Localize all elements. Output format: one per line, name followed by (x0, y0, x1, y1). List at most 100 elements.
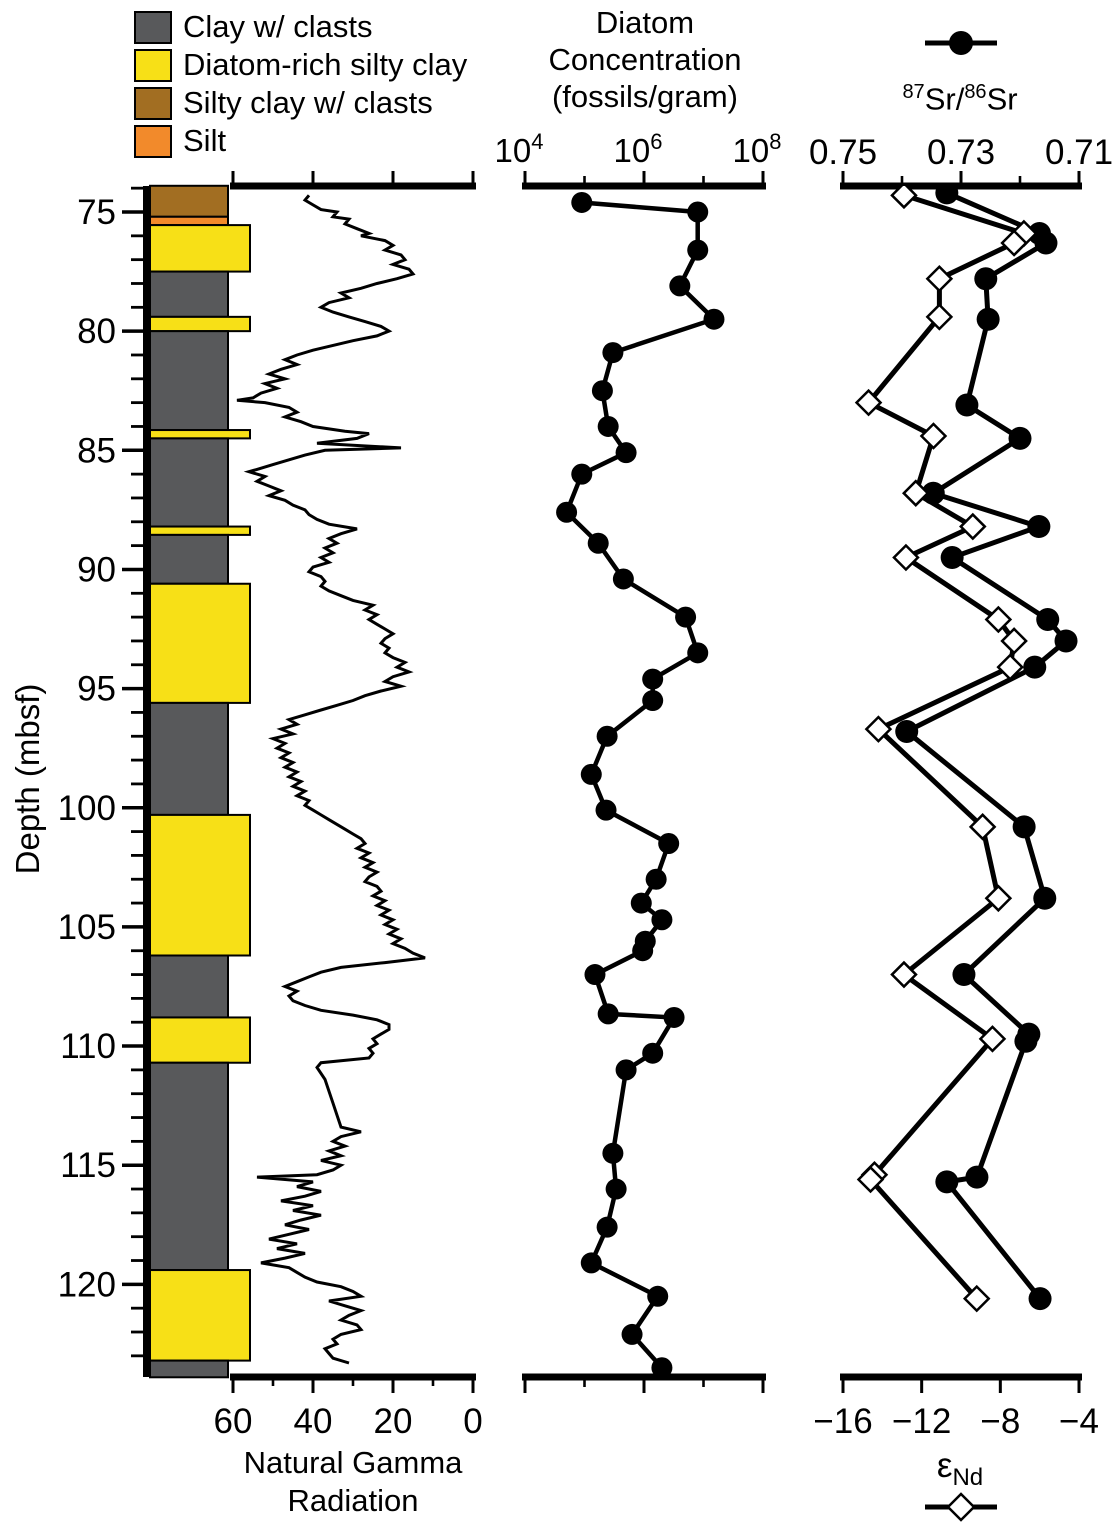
lithology-interval (149, 429, 251, 440)
sr-point (952, 963, 976, 987)
diatom-point (556, 501, 578, 523)
series-key-symbols (925, 31, 997, 1522)
sr-point (976, 307, 1000, 331)
diatom-point (591, 380, 613, 402)
nd-tick-label: −4 (1059, 1402, 1099, 1441)
sr-tick-label: 0.71 (1045, 133, 1112, 172)
diatom-title-line1: Diatom (595, 5, 695, 40)
diatom-point (615, 442, 637, 464)
sr-point (1036, 607, 1060, 631)
sr-point (965, 1165, 989, 1189)
lithology-interval (149, 270, 229, 318)
legend-item-silty-clay: Silty clay w/ clasts (134, 84, 467, 122)
nd-tick-label: −8 (980, 1402, 1020, 1441)
sr-point (1023, 655, 1047, 679)
depth-tick-label: 120 (58, 1265, 116, 1304)
sr-point (955, 393, 979, 417)
nd-tick-label: −12 (892, 1402, 951, 1441)
diatom-line (563, 200, 719, 1370)
sr-point (974, 267, 998, 291)
diatom-point (675, 606, 697, 628)
ngr-axis-title: Natural Gamma Radiation (228, 1444, 478, 1520)
sr-title-sup1: 87 (902, 81, 925, 103)
diatom-point (602, 1142, 624, 1164)
ngr-tick-label: 60 (214, 1402, 253, 1441)
silty-clay-swatch (134, 86, 172, 120)
diatom-point (632, 940, 654, 962)
lithology-interval (149, 1359, 229, 1379)
diatom-point (687, 239, 709, 261)
lithology-legend: Clay w/ clasts Diatom-rich silty clay Si… (134, 8, 467, 160)
nd-point (919, 422, 948, 450)
diatom-point (669, 275, 691, 297)
diatom-point (703, 308, 725, 330)
ngr-curve (236, 194, 426, 1365)
diatom-tick-label: 106 (614, 129, 663, 169)
diatom-point (580, 763, 602, 785)
lithology-interval (149, 1061, 229, 1272)
diatom-point (642, 690, 664, 712)
nd-point (901, 479, 930, 507)
diatom-point (612, 568, 634, 590)
diatom-point (571, 463, 593, 485)
nd-point (946, 1492, 976, 1522)
diatom-point (596, 725, 618, 747)
diatom-point (687, 642, 709, 664)
nd-title-epsilon: ε (936, 1446, 953, 1485)
diatom-point (615, 1059, 637, 1081)
diatom-clay-swatch (134, 48, 172, 82)
nd-point (890, 960, 918, 989)
sr-point (1014, 1029, 1038, 1053)
diatom-point (663, 1006, 685, 1028)
ngr-tick-label: 40 (294, 1402, 333, 1441)
nd-series (854, 186, 1038, 1313)
legend-label: Silt (183, 123, 227, 158)
sr-tick-label: 0.75 (809, 133, 877, 172)
lithology-interval (149, 330, 229, 432)
ngr-title-line2: Radiation (287, 1483, 419, 1518)
sr-title-end: Sr (986, 81, 1018, 117)
diatom-point (605, 1178, 627, 1200)
diatom-tick-label: 104 (495, 129, 544, 169)
depth-tick-label: 100 (58, 789, 116, 828)
sr-axis-title: 87Sr/86Sr (835, 74, 1085, 117)
depth-tick-label: 95 (77, 670, 116, 709)
diatom-title-line2: Concentration (548, 42, 742, 77)
lithology-interval (149, 525, 251, 536)
lithology-interval (149, 315, 251, 333)
legend-item-silt: Silt (134, 122, 467, 160)
nd-point (959, 512, 987, 541)
nd-point (1000, 627, 1028, 655)
diatom-point (602, 342, 624, 364)
sr-point (1034, 231, 1058, 255)
diatom-title-line3: (fossils/gram) (551, 79, 738, 114)
lithology-interval (149, 533, 229, 585)
nd-point (892, 543, 920, 572)
diatom-point (596, 1216, 618, 1238)
lithology-column (143, 184, 251, 1379)
lithology-interval (149, 1269, 251, 1362)
depth-axis-label: Depth (mbsf) (9, 683, 46, 875)
diatom-axis-title: Diatom Concentration (fossils/gram) (470, 4, 820, 115)
sr-point (895, 719, 919, 743)
nd-point (984, 605, 1013, 634)
sr-point (940, 546, 964, 570)
sr-point (1012, 815, 1036, 839)
nd-point (925, 264, 954, 293)
lithology-interval (149, 184, 229, 218)
nd-point (854, 388, 883, 417)
sr-point (1028, 1287, 1052, 1311)
lithology-interval (149, 215, 229, 227)
sr-point (1008, 426, 1032, 450)
diatom-point (595, 799, 617, 821)
silt-swatch (134, 124, 172, 158)
lithology-interval (149, 1016, 251, 1064)
lithology-interval (149, 437, 229, 528)
diatom-tick-label: 108 (733, 129, 782, 169)
sr-tick-label: 0.73 (927, 133, 995, 172)
diatom-point (651, 1357, 673, 1377)
nd-point (925, 303, 954, 331)
nd-line (864, 192, 1029, 1301)
nd-point (968, 813, 997, 841)
